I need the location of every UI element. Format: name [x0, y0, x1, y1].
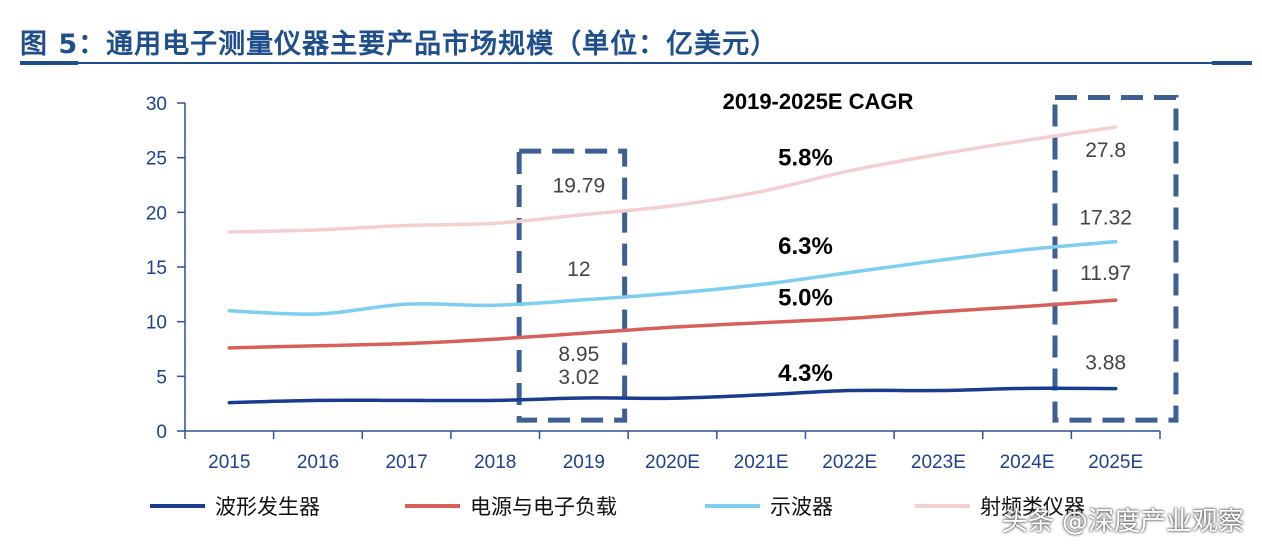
- y-tick-label: 5: [156, 367, 167, 388]
- data-label: 3.02: [558, 366, 599, 389]
- cagr-label: 5.0%: [778, 284, 833, 311]
- data-label: 3.88: [1085, 352, 1126, 375]
- x-tick-label: 2021E: [734, 452, 789, 473]
- cagr-label: 5.8%: [778, 144, 833, 171]
- cagr-annotations: 2019-2025E CAGR 5.8% 6.3% 5.0% 4.3%: [723, 89, 914, 387]
- data-label: 27.8: [1085, 139, 1126, 162]
- series-line-1: [227, 298, 1118, 350]
- y-tick-label: 30: [146, 94, 167, 115]
- chart-title: 图 5：通用电子测量仪器主要产品市场规模（单位：亿美元）: [20, 29, 779, 60]
- legend-label-0: 波形发生器: [215, 495, 320, 519]
- x-tick-label: 2020E: [645, 452, 700, 473]
- highlight-box-2019: [516, 148, 628, 423]
- legend-label-1: 电源与电子负载: [470, 495, 617, 519]
- x-tick-label: 2022E: [822, 452, 877, 473]
- highlight-boxes: [516, 95, 1179, 423]
- legend-label-2: 示波器: [770, 495, 833, 519]
- x-tick-label: 2023E: [911, 452, 966, 473]
- x-tick-label: 2017: [385, 452, 427, 473]
- legend-label-3: 射频类仪器: [980, 495, 1085, 519]
- x-tick-label: 2019: [563, 452, 605, 473]
- title-underline-accent-right: [1212, 61, 1252, 65]
- cagr-label: 6.3%: [778, 233, 833, 260]
- chart-legend: 波形发生器 电源与电子负载 示波器 射频类仪器: [150, 495, 1085, 519]
- data-label: 17.32: [1079, 207, 1132, 230]
- x-tick-label: 2025E: [1088, 452, 1143, 473]
- highlight-box-2025E: [1052, 95, 1179, 423]
- data-label: 8.95: [558, 343, 599, 366]
- title-underline: [20, 62, 1252, 64]
- data-label: 11.97: [1080, 262, 1131, 285]
- x-tick-label: 2016: [297, 452, 339, 473]
- x-tick-label: 2024E: [1000, 452, 1055, 473]
- data-labels: 19.79 12 8.953.02 27.8 17.32 11.97 3.88: [553, 139, 1132, 389]
- series-line-0: [227, 386, 1118, 405]
- data-label: 19.79: [553, 175, 606, 198]
- chart-axes: 0 5 10 15 20 25 30 2015 2016 2017 2018 2019 2020E 202…: [146, 94, 1161, 473]
- series-lines: [227, 125, 1118, 405]
- watermark: 头条 @深度产业观察: [1001, 507, 1244, 537]
- title-underline-accent-left: [20, 61, 78, 65]
- cagr-title: 2019-2025E CAGR: [723, 89, 914, 114]
- y-tick-label: 20: [146, 203, 167, 224]
- cagr-label: 4.3%: [778, 360, 833, 387]
- x-tick-label: 2015: [208, 452, 250, 473]
- y-tick-label: 0: [156, 422, 167, 443]
- data-label: 12: [567, 258, 590, 281]
- y-tick-label: 25: [146, 149, 167, 170]
- series-line-2: [227, 239, 1118, 316]
- x-tick-label: 2018: [474, 452, 516, 473]
- series-line-3: [227, 125, 1118, 234]
- y-tick-label: 15: [146, 258, 167, 279]
- y-tick-label: 10: [146, 313, 167, 334]
